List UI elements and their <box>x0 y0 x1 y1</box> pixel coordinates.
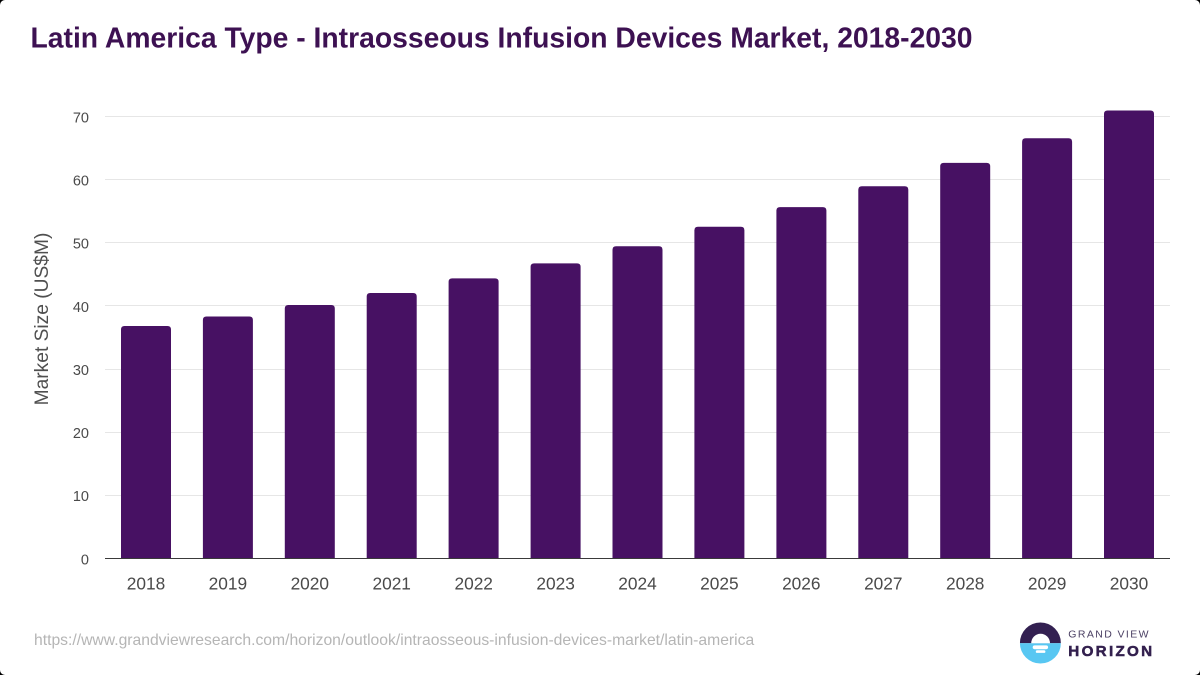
svg-text:GRAND VIEW: GRAND VIEW <box>1068 629 1150 641</box>
svg-text:Market Size (US$M): Market Size (US$M) <box>32 233 53 406</box>
svg-text:30: 30 <box>73 363 89 379</box>
svg-text:10: 10 <box>73 489 89 505</box>
svg-text:0: 0 <box>81 552 89 568</box>
svg-text:2019: 2019 <box>209 574 247 594</box>
svg-text:https://www.grandviewresearch.: https://www.grandviewresearch.com/horizo… <box>34 632 754 649</box>
svg-text:Latin America Type - Intraosse: Latin America Type - Intraosseous Infusi… <box>31 22 973 54</box>
svg-text:40: 40 <box>73 300 89 316</box>
svg-text:50: 50 <box>73 237 89 253</box>
svg-text:HORIZON: HORIZON <box>1068 643 1154 660</box>
svg-text:2027: 2027 <box>864 574 902 594</box>
svg-text:2022: 2022 <box>454 574 492 594</box>
svg-text:2029: 2029 <box>1028 574 1066 594</box>
svg-text:60: 60 <box>73 174 89 190</box>
svg-text:2024: 2024 <box>618 574 657 594</box>
svg-text:2021: 2021 <box>372 574 410 594</box>
svg-text:2026: 2026 <box>782 574 820 594</box>
svg-text:20: 20 <box>73 426 89 442</box>
svg-text:2023: 2023 <box>536 574 574 594</box>
svg-text:2025: 2025 <box>700 574 738 594</box>
svg-text:2030: 2030 <box>1110 574 1148 594</box>
svg-text:2028: 2028 <box>946 574 984 594</box>
svg-text:2018: 2018 <box>127 574 165 594</box>
svg-text:70: 70 <box>73 111 89 127</box>
svg-text:2020: 2020 <box>291 574 329 594</box>
